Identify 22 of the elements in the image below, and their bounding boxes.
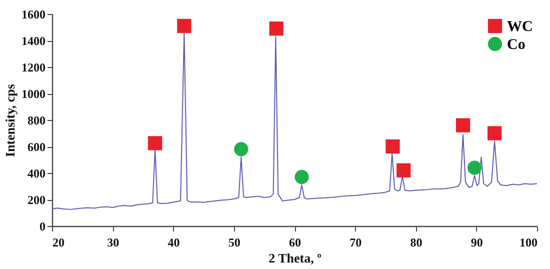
y-tick-label: 1400 bbox=[22, 34, 46, 48]
x-tick-label: 30 bbox=[107, 236, 120, 250]
x-tick-label: 50 bbox=[228, 236, 240, 250]
y-axis-title: Intensity, cps bbox=[2, 84, 18, 157]
x-tick-label: 60 bbox=[289, 236, 301, 250]
legend-label: WC bbox=[507, 19, 533, 35]
y-tick-label: 1200 bbox=[22, 60, 46, 74]
y-tick-label: 800 bbox=[28, 114, 46, 128]
x-tick-label: 100 bbox=[520, 236, 538, 250]
x-axis-title: 2 Theta, º bbox=[268, 250, 322, 266]
legend-label: Co bbox=[507, 37, 526, 53]
y-tick-label: 600 bbox=[28, 140, 46, 154]
x-tick-label: 80 bbox=[410, 236, 422, 250]
x-tick-label: 40 bbox=[168, 236, 180, 250]
x-tick-label: 70 bbox=[350, 236, 362, 250]
y-tick-label: 200 bbox=[28, 193, 46, 207]
x-tick-label: 90 bbox=[470, 236, 483, 250]
y-tick-label: 1000 bbox=[22, 87, 46, 101]
y-tick-label: 0 bbox=[40, 220, 46, 234]
y-tick-label: 1600 bbox=[22, 8, 46, 22]
y-tick-label: 400 bbox=[28, 166, 46, 180]
x-tick-label: 20 bbox=[52, 236, 64, 250]
